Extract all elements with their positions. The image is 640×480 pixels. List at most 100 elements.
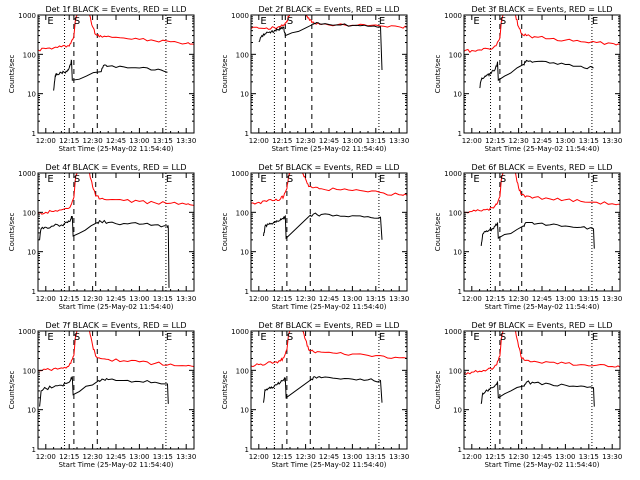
event-marker-label: S bbox=[500, 16, 506, 27]
event-marker-label: S bbox=[287, 174, 293, 185]
event-marker-label: S bbox=[287, 332, 293, 343]
y-tick-label: 1 bbox=[32, 130, 36, 138]
y-axis-label: Counts/sec bbox=[434, 213, 442, 252]
y-tick-label: 10 bbox=[27, 407, 36, 415]
x-axis-label: Start Time (25-May-02 11:54:40) bbox=[484, 145, 599, 153]
events-series-line bbox=[479, 59, 594, 89]
y-tick-label: 1 bbox=[458, 288, 462, 296]
event-marker-label: E bbox=[473, 332, 479, 343]
y-axis-label: Counts/sec bbox=[8, 371, 16, 410]
events-series-line bbox=[39, 215, 170, 288]
y-tick-label: 100 bbox=[449, 209, 462, 217]
event-marker-label: E bbox=[166, 332, 172, 343]
x-axis-label: Start Time (25-May-02 11:54:40) bbox=[484, 303, 599, 311]
panel-title: Det 5f BLACK = Events, RED = LLD bbox=[258, 163, 399, 172]
x-tick-label: 12:00 bbox=[249, 137, 269, 145]
x-tick-label: 12:15 bbox=[59, 295, 79, 303]
detector-panel: Det 1f BLACK = Events, RED = LLD 1 10 100 10… bbox=[8, 5, 196, 153]
events-series-line bbox=[263, 376, 383, 403]
y-axis-label: Counts/sec bbox=[221, 213, 229, 252]
x-axis-label: Start Time (25-May-02 11:54:40) bbox=[271, 145, 386, 153]
lld-series-line bbox=[464, 15, 620, 53]
y-axis-label: Counts/sec bbox=[8, 55, 16, 94]
y-axis-label: Counts/sec bbox=[221, 55, 229, 94]
event-marker-label: S bbox=[74, 332, 80, 343]
y-tick-label: 100 bbox=[236, 51, 249, 59]
x-tick-label: 13:00 bbox=[129, 453, 149, 461]
x-tick-label: 13:30 bbox=[602, 137, 622, 145]
x-tick-label: 12:30 bbox=[296, 453, 316, 461]
y-tick-label: 10 bbox=[453, 91, 462, 99]
plot-frame bbox=[37, 14, 195, 134]
x-tick-label: 13:00 bbox=[342, 137, 362, 145]
x-tick-label: 13:15 bbox=[366, 137, 386, 145]
y-tick-label: 10 bbox=[27, 91, 36, 99]
y-tick-label: 1 bbox=[245, 288, 249, 296]
y-tick-label: 10 bbox=[240, 407, 249, 415]
x-tick-label: 12:00 bbox=[249, 453, 269, 461]
y-tick-label: 10 bbox=[240, 91, 249, 99]
x-tick-label: 13:00 bbox=[342, 295, 362, 303]
y-tick-label: 10 bbox=[240, 249, 249, 257]
x-tick-label: 12:00 bbox=[462, 137, 482, 145]
x-tick-label: 12:45 bbox=[319, 453, 339, 461]
y-tick-label: 1000 bbox=[444, 328, 462, 336]
x-tick-label: 12:15 bbox=[272, 295, 292, 303]
y-axis-label: Counts/sec bbox=[434, 371, 442, 410]
panel-title: Det 1f BLACK = Events, RED = LLD bbox=[45, 5, 186, 14]
detector-panel: Det 4f BLACK = Events, RED = LLD 1 10 100 10… bbox=[8, 163, 196, 311]
y-tick-label: 1000 bbox=[444, 170, 462, 178]
y-tick-label: 1 bbox=[32, 288, 36, 296]
x-tick-label: 13:15 bbox=[579, 453, 599, 461]
x-tick-label: 12:45 bbox=[319, 295, 339, 303]
y-tick-label: 100 bbox=[236, 209, 249, 217]
detector-panel: Det 6f BLACK = Events, RED = LLD 1 10 100 10… bbox=[434, 163, 622, 311]
event-marker-label: E bbox=[260, 16, 266, 27]
events-series-line bbox=[480, 380, 595, 407]
x-tick-label: 13:00 bbox=[342, 453, 362, 461]
panel-title: Det 3f BLACK = Events, RED = LLD bbox=[471, 5, 612, 14]
x-axis-label: Start Time (25-May-02 11:54:40) bbox=[58, 303, 173, 311]
event-marker-label: E bbox=[260, 174, 266, 185]
panel-title: Det 2f BLACK = Events, RED = LLD bbox=[258, 5, 399, 14]
y-tick-label: 100 bbox=[23, 209, 36, 217]
plot-frame bbox=[463, 14, 621, 134]
x-tick-label: 12:30 bbox=[83, 453, 103, 461]
detector-panel: Det 3f BLACK = Events, RED = LLD 1 10 100 10… bbox=[434, 5, 622, 153]
detector-panel: Det 9f BLACK = Events, RED = LLD 1 10 100 10… bbox=[434, 321, 622, 469]
detector-panel: Det 2f BLACK = Events, RED = LLD 1 10 100 10… bbox=[221, 5, 409, 153]
y-tick-label: 1000 bbox=[231, 170, 249, 178]
y-tick-label: 100 bbox=[23, 367, 36, 375]
y-tick-label: 1 bbox=[245, 130, 249, 138]
x-tick-label: 12:00 bbox=[249, 295, 269, 303]
event-marker-label: E bbox=[592, 174, 598, 185]
y-tick-label: 100 bbox=[449, 51, 462, 59]
x-tick-label: 12:45 bbox=[106, 295, 126, 303]
event-marker-label: E bbox=[379, 332, 385, 343]
panel-title: Det 9f BLACK = Events, RED = LLD bbox=[471, 321, 612, 330]
x-tick-label: 13:15 bbox=[153, 453, 173, 461]
x-tick-label: 12:00 bbox=[462, 453, 482, 461]
x-tick-label: 12:45 bbox=[319, 137, 339, 145]
event-marker-label: S bbox=[74, 174, 80, 185]
event-marker-label: E bbox=[473, 174, 479, 185]
x-tick-label: 12:15 bbox=[59, 137, 79, 145]
event-marker-label: E bbox=[260, 332, 266, 343]
x-tick-label: 12:45 bbox=[532, 453, 552, 461]
x-tick-label: 12:45 bbox=[106, 453, 126, 461]
detector-panel: Det 8f BLACK = Events, RED = LLD 1 10 100 10… bbox=[221, 321, 409, 469]
y-tick-label: 10 bbox=[453, 249, 462, 257]
event-marker-label: E bbox=[379, 174, 385, 185]
event-marker-label: S bbox=[287, 16, 293, 27]
x-tick-label: 12:30 bbox=[83, 137, 103, 145]
x-tick-label: 12:45 bbox=[106, 137, 126, 145]
plot-frame bbox=[463, 330, 621, 450]
y-tick-label: 10 bbox=[27, 249, 36, 257]
y-tick-label: 100 bbox=[23, 51, 36, 59]
x-tick-label: 13:30 bbox=[389, 295, 409, 303]
event-marker-label: E bbox=[166, 174, 172, 185]
event-marker-label: E bbox=[379, 16, 385, 27]
lld-series-line bbox=[38, 15, 194, 52]
panel-title: Det 6f BLACK = Events, RED = LLD bbox=[471, 163, 612, 172]
event-marker-label: E bbox=[47, 174, 53, 185]
